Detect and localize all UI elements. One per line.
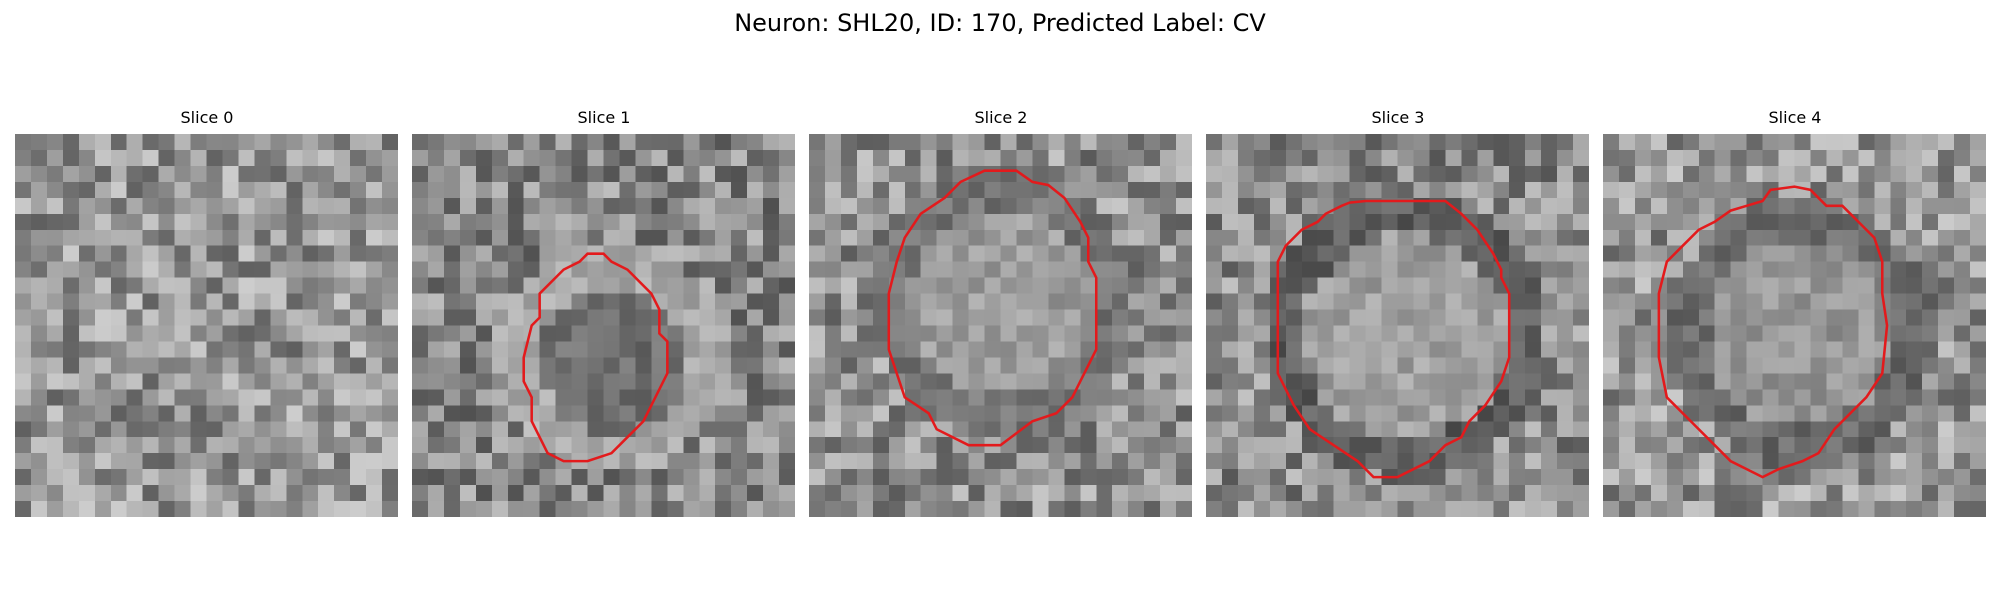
panel-slice-3: Slice 3 [1206,108,1590,517]
panel-title: Slice 4 [1603,108,1987,128]
slice-image [1206,134,1589,517]
panel-slice-0: Slice 0 [15,108,399,517]
slice-image [1603,134,1986,517]
slice-image [809,134,1192,517]
panel-slice-4: Slice 4 [1603,108,1987,517]
panel-slice-2: Slice 2 [809,108,1193,517]
panel-title: Slice 0 [15,108,399,128]
panel-title: Slice 3 [1206,108,1590,128]
figure-title: Neuron: SHL20, ID: 170, Predicted Label:… [0,8,2000,38]
panel-slice-1: Slice 1 [412,108,796,517]
panel-title: Slice 2 [809,108,1193,128]
slice-image [15,134,398,517]
panel-title: Slice 1 [412,108,796,128]
slice-image [412,134,795,517]
